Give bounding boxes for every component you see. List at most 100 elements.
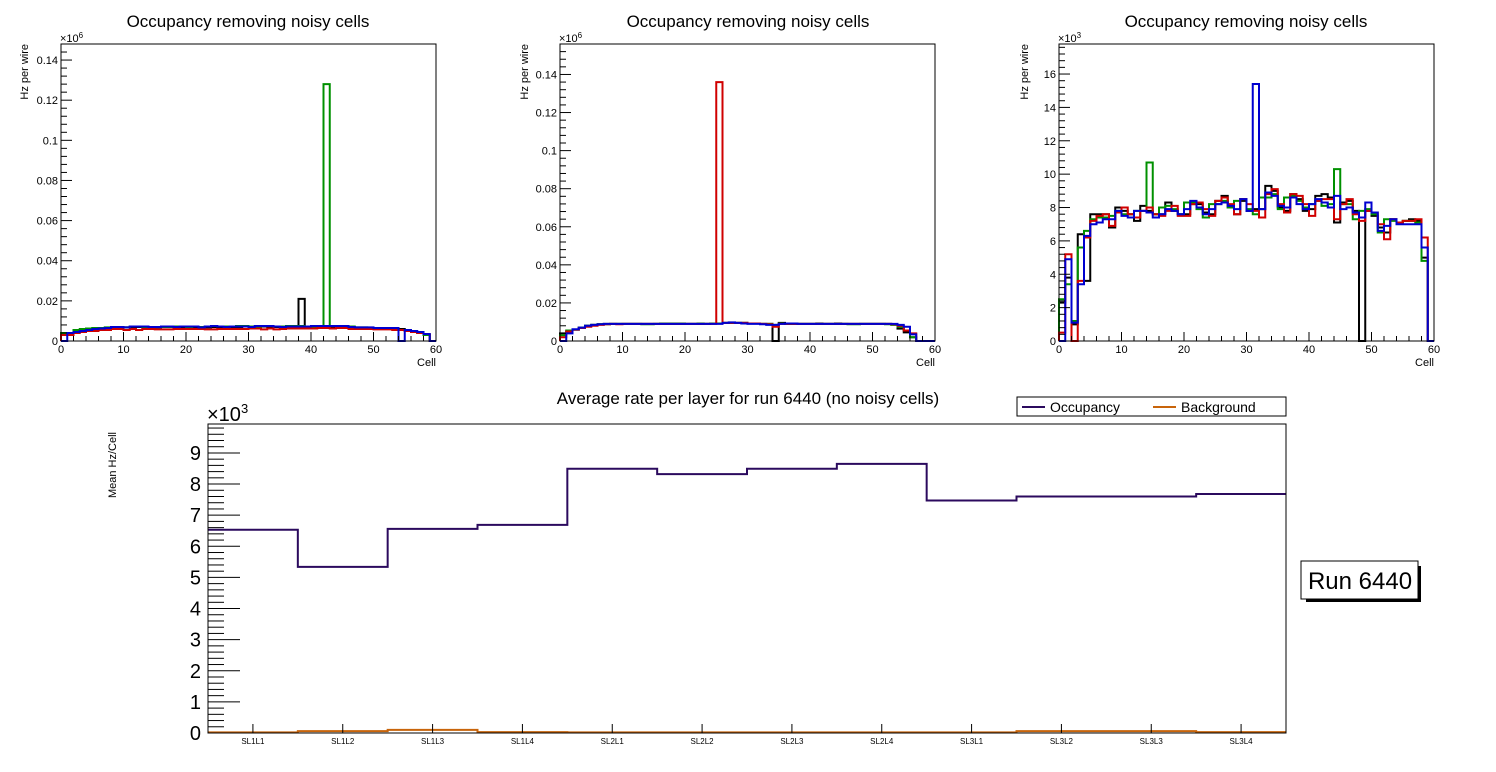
- histogram-panel-2: Occupancy removing noisy cells 0 10 20 30 40 5…: [519, 12, 941, 369]
- legend-label-occupancy: Occupancy: [1050, 399, 1120, 415]
- y-tick-label: 0.04: [37, 256, 58, 268]
- x-axis-title: Cell: [916, 357, 935, 369]
- chart-title: Average rate per layer for run 6440 (no …: [557, 389, 939, 408]
- x-tick-label: 10: [616, 344, 628, 356]
- series-red: [559, 81, 935, 342]
- run-annotation-label: Run 6440: [1308, 568, 1412, 595]
- x-tick-label: 20: [180, 344, 192, 356]
- x-tick-label: 0: [1056, 344, 1062, 356]
- exponent-power: 3: [1077, 31, 1082, 40]
- x-tick-label: 40: [305, 344, 317, 356]
- series-blue: [560, 321, 935, 342]
- y-tick-label: 0: [1050, 336, 1056, 348]
- y-tick-label: 10: [1044, 169, 1056, 181]
- y-tick-label: 0.08: [37, 175, 58, 187]
- y-tick-label: 0.1: [43, 135, 58, 147]
- y-tick-label: 9: [190, 443, 201, 465]
- y-axis-title: Mean Hz/Cell: [107, 432, 119, 498]
- y-tick-label: 0.14: [37, 55, 58, 67]
- x-tick-label: 20: [1178, 344, 1190, 356]
- x-axis-title: Cell: [417, 357, 436, 369]
- run-annotation: Run 6440: [1300, 560, 1421, 602]
- x-tick-label: 50: [367, 344, 379, 356]
- x-tick-label: 30: [1240, 344, 1252, 356]
- y-tick-label: 8: [1050, 203, 1056, 215]
- plot-frame: [1058, 43, 1435, 342]
- layer-rate-panel: Average rate per layer for run 6440 (no …: [107, 389, 1421, 746]
- x-tick-label: 10: [1115, 344, 1127, 356]
- plot-frame: [207, 423, 1287, 734]
- series-blue: [61, 324, 436, 342]
- x-category-label: SL3L1: [960, 737, 984, 746]
- y-tick-label: 6: [1050, 236, 1056, 248]
- x-tick-label: 0: [557, 344, 563, 356]
- series-background: [208, 728, 1286, 734]
- y-tick-label: 1: [190, 692, 201, 714]
- x-category-label: SL2L4: [870, 737, 894, 746]
- y-exponent-label: ×106: [60, 31, 84, 45]
- plot-frame: [559, 43, 936, 342]
- y-tick-label: 0.02: [37, 296, 58, 308]
- x-tick-label: 50: [1365, 344, 1377, 356]
- x-tick-label: 30: [741, 344, 753, 356]
- x-category-label: SL2L3: [780, 737, 804, 746]
- y-tick-label: 4: [1050, 269, 1056, 281]
- y-tick-label: 4: [190, 599, 201, 621]
- x-tick-label: 60: [430, 344, 442, 356]
- x-category-label: SL1L1: [241, 737, 265, 746]
- y-axis-title: Hz per wire: [19, 44, 31, 100]
- y-tick-label: 16: [1044, 69, 1056, 81]
- run-annotation-box: [1300, 560, 1419, 600]
- series-green: [1058, 161, 1434, 342]
- y-tick-label: 0.04: [536, 260, 557, 272]
- y-tick-label: 5: [190, 567, 201, 589]
- y-tick-label: 0: [190, 723, 201, 745]
- y-tick-label: 2: [190, 661, 201, 683]
- y-tick-label: 0: [52, 336, 58, 348]
- plot-frame: [60, 43, 437, 342]
- y-tick-label: 0.12: [37, 95, 58, 107]
- x-tick-label: 30: [242, 344, 254, 356]
- x-axis-title: Cell: [1415, 357, 1434, 369]
- y-axis-title: Hz per wire: [519, 44, 531, 100]
- series-green: [60, 83, 436, 342]
- x-tick-label: 40: [1303, 344, 1315, 356]
- x-tick-label: 60: [929, 344, 941, 356]
- histogram-panel-1: Occupancy removing noisy cells 0 10 20 30 40 5…: [19, 12, 442, 369]
- legend: Occupancy Background: [1016, 396, 1287, 417]
- y-exponent-label: ×106: [559, 31, 583, 45]
- x-category-label: SL1L3: [421, 737, 445, 746]
- y-tick-label: 14: [1044, 102, 1056, 114]
- exponent-base: ×10: [60, 33, 79, 45]
- y-tick-label: 0.06: [37, 216, 58, 228]
- x-category-label: SL3L2: [1050, 737, 1074, 746]
- y-tick-label: 8: [190, 474, 201, 496]
- y-tick-label: 6: [190, 536, 201, 558]
- legend-box: [1016, 396, 1287, 417]
- exponent-base: ×10: [559, 33, 578, 45]
- x-tick-label: 20: [679, 344, 691, 356]
- exponent-power: 6: [578, 31, 583, 40]
- series-blue: [1059, 83, 1434, 342]
- y-exponent-label: ×103: [1058, 31, 1082, 45]
- x-category-label: SL3L3: [1140, 737, 1164, 746]
- x-tick-label: 10: [117, 344, 129, 356]
- exponent-base: ×10: [1058, 33, 1077, 45]
- y-tick-label: 12: [1044, 136, 1056, 148]
- chart-title: Occupancy removing noisy cells: [627, 12, 870, 31]
- y-exponent-label: ×103: [207, 401, 248, 426]
- x-tick-label: 40: [804, 344, 816, 356]
- x-category-label: SL1L2: [331, 737, 355, 746]
- x-category-label: SL2L2: [691, 737, 715, 746]
- x-category-label: SL1L4: [511, 737, 535, 746]
- y-tick-label: 7: [190, 505, 201, 527]
- y-tick-label: 2: [1050, 303, 1056, 315]
- exponent-base: ×10: [207, 404, 241, 426]
- chart-title: Occupancy removing noisy cells: [127, 12, 370, 31]
- x-tick-label: 0: [58, 344, 64, 356]
- x-tick-label: 60: [1428, 344, 1440, 356]
- x-tick-label: 50: [866, 344, 878, 356]
- series-occupancy: [208, 462, 1286, 568]
